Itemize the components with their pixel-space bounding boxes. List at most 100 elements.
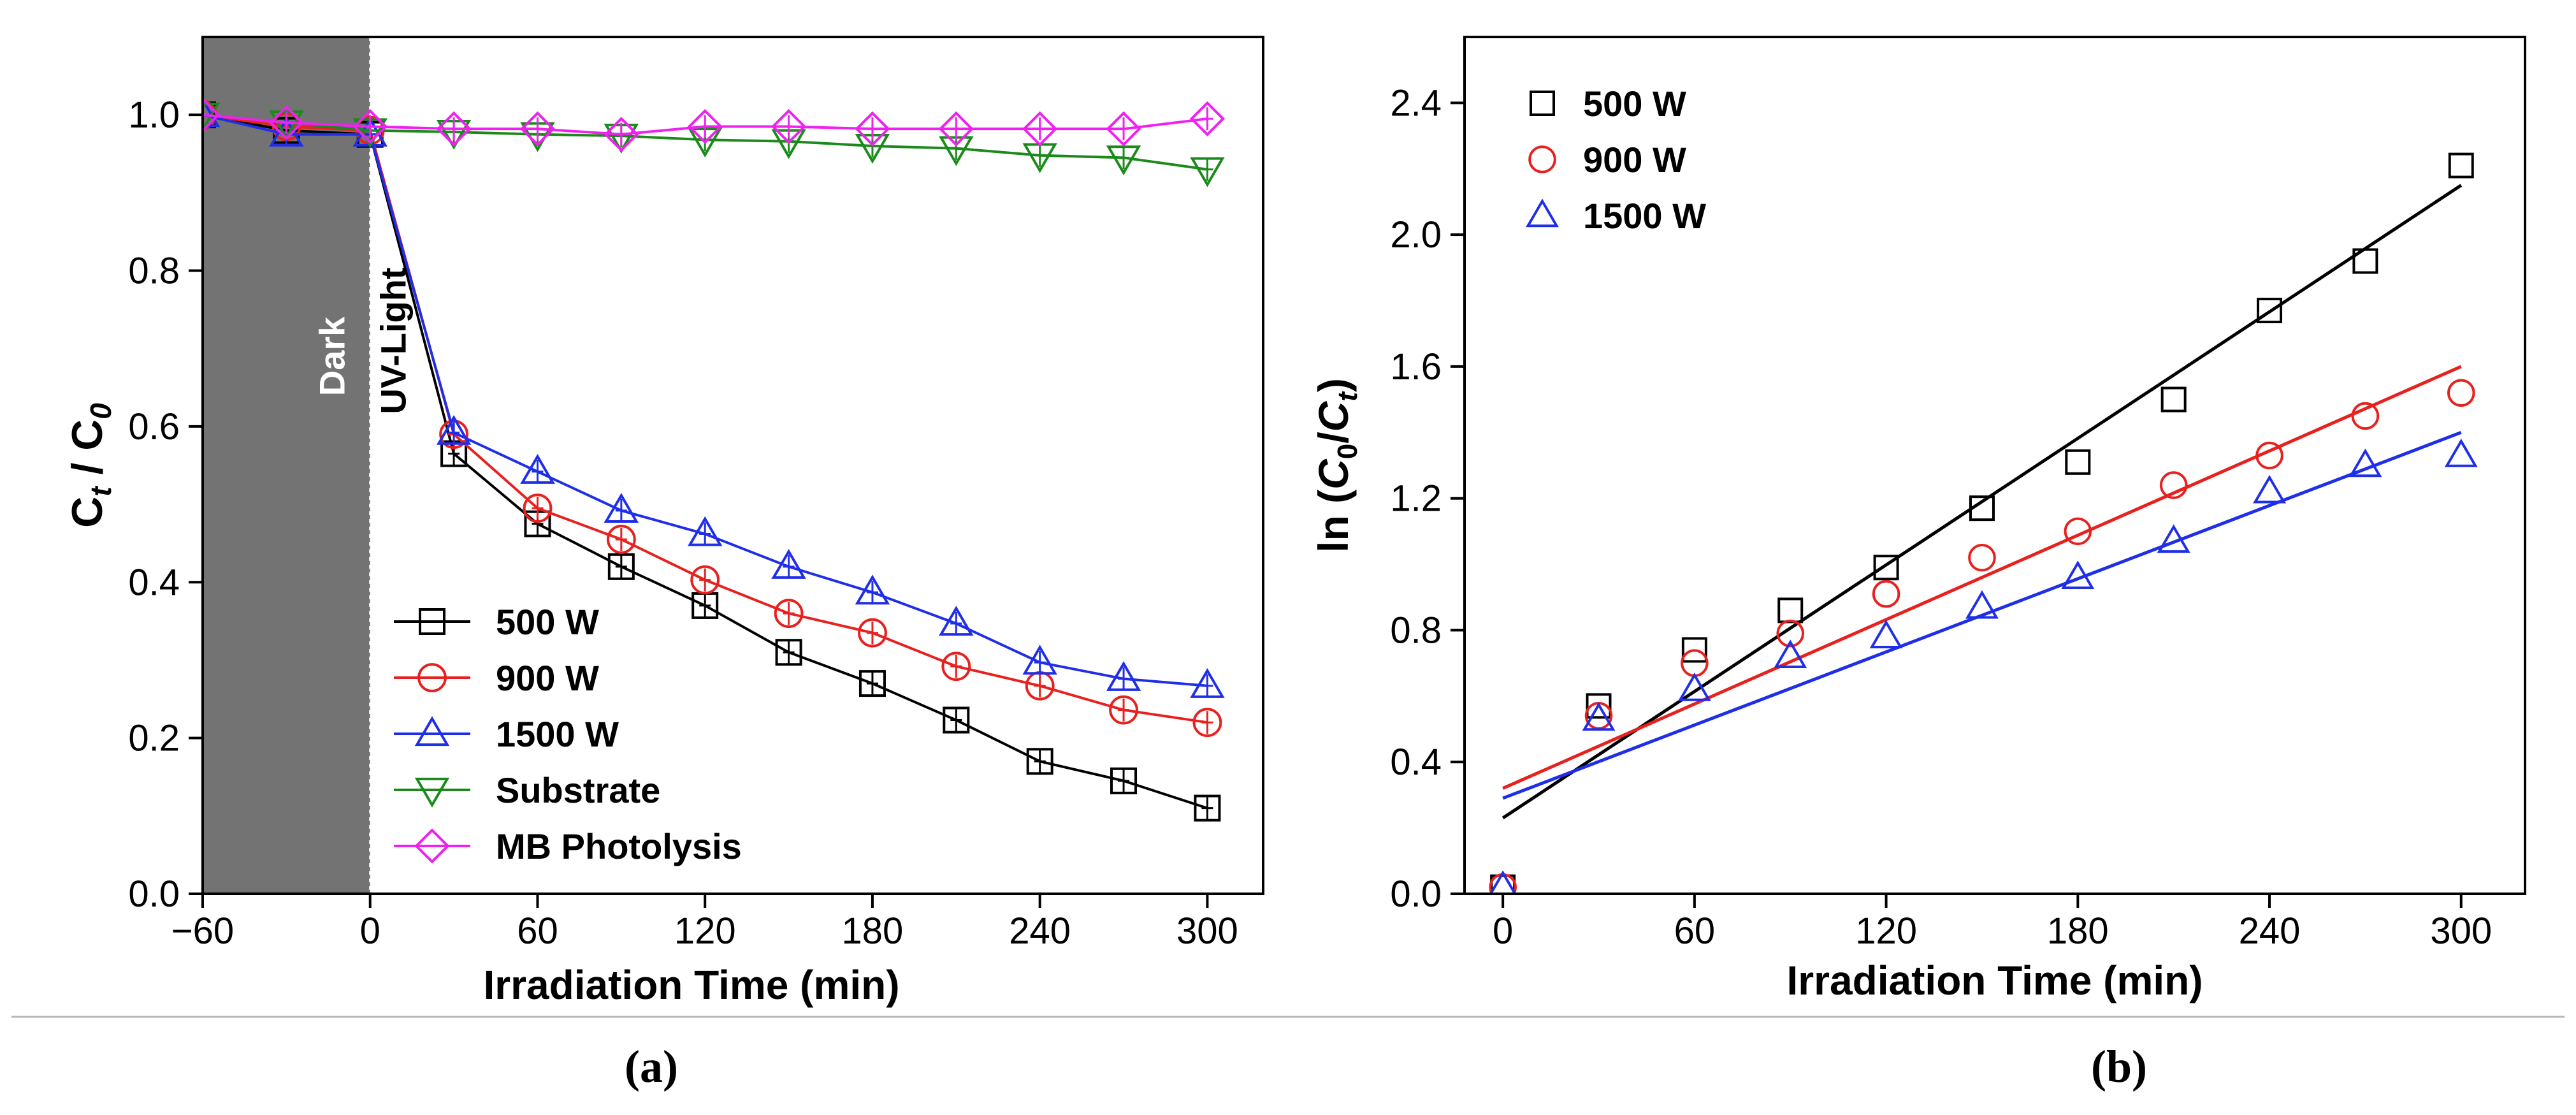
data-point [519,111,556,147]
data-point [1194,794,1221,822]
y-tick-label: 1.2 [1390,478,1442,520]
dark-label: Dark [312,316,352,396]
y-tick-label: 0.2 [128,718,180,759]
panel-b-x-axis-title: Irradiation Time (min) [1786,958,2203,1003]
x-tick-label: −60 [171,910,234,952]
fit-line [1502,365,2462,790]
panel-a-plot-frame [201,36,1264,895]
data-point [1109,695,1138,725]
y-title-ct: C [1310,400,1357,432]
y-tick-label: 0.8 [128,251,180,292]
data-point [604,117,639,152]
data-point [268,105,304,140]
data-point [1677,673,1711,701]
legend-label: 500 W [1583,84,1686,124]
data-point [203,97,221,133]
data-point [352,108,388,145]
panel-a-legend: 500 W 900 W 1500 W Substrate MB Photolysis [394,602,742,866]
legend-label: Substrate [496,770,660,810]
x-tick-label: 300 [2430,910,2492,952]
legend-item: 500 W [394,602,599,642]
y-tick-label: 1.6 [1390,346,1442,388]
y-title-sub-0: 0 [1332,444,1363,459]
legend-item: 500 W [1530,84,1686,124]
data-point [436,111,472,147]
y-tick-label: 2.4 [1390,82,1442,124]
legend-marker [1526,198,1559,228]
data-point [436,414,472,445]
legend-label: 1500 W [496,714,619,754]
data-point [1106,661,1141,691]
y-tick-label: 0.0 [128,873,180,915]
data-point [1190,668,1225,698]
data-point [941,652,971,681]
data-point [604,493,639,523]
data-point [855,574,890,605]
data-point [2157,524,2190,553]
x-tick-label: 240 [1009,910,1071,952]
data-point [1110,767,1138,794]
panel-b-y-axis-title: ln (C0/Ct) [1310,378,1363,553]
legend-marker [417,663,447,692]
legend-item: 900 W [394,658,599,698]
legend-marker [414,828,450,864]
data-point [203,97,221,128]
panel-b-plot-frame [1463,36,2526,895]
data-point [606,525,636,554]
legend-label: MB Photolysis [496,826,742,866]
panel-a-chart: −60 0 60 120 180 240 300 0.0 0.2 0.4 0.6 0.8 1.0 Dar… [63,36,1264,1092]
data-point [1774,639,1807,669]
x-tick-label: 60 [517,910,558,952]
data-point [1489,870,1517,894]
y-title-c0: C [1310,458,1357,490]
data-point [855,111,890,147]
legend-item: Substrate [394,770,660,810]
x-tick-label: 120 [674,910,736,952]
data-point [520,454,555,484]
y-tick-label: 0.0 [1390,873,1442,915]
legend-label: 1500 W [1583,196,1706,236]
legend-marker [1530,91,1555,116]
data-point [1192,708,1222,738]
data-point [1586,693,1612,719]
data-point [2448,152,2474,179]
data-point [1968,543,1996,572]
uv-light-label: UV-Light [373,267,414,414]
data-point [1681,649,1709,677]
data-point [2253,474,2287,504]
y-title-sub-t: t [1332,391,1363,402]
data-point [938,111,974,147]
y-title-sub-0: 0 [84,403,117,419]
data-point [2348,448,2382,477]
data-point [1869,620,1903,648]
data-point [1106,145,1141,176]
fit-line [1502,430,2462,800]
data-point [939,606,974,636]
panel-a-label: (a) [625,1041,678,1092]
y-tick-label: 0.4 [128,562,180,603]
data-point [2160,386,2187,412]
x-tick-label: 0 [360,910,380,952]
data-point [203,103,221,133]
y-tick-label: 0.8 [1390,609,1442,651]
y-title-close: ) [1310,378,1357,392]
data-point [1969,495,1995,521]
legend-marker [1528,145,1556,173]
legend-item: 900 W [1528,140,1686,180]
panel-a-x-axis-title: Irradiation Time (min) [483,962,899,1008]
legend-marker [414,777,450,808]
panel-b-chart: 0 60 120 180 240 300 0.0 0.4 0.8 1.2 1.6 2.0 2.4 500… [1310,36,2526,1092]
data-point [1776,619,1805,648]
data-point [439,419,469,449]
data-point [771,549,806,579]
data-point [1106,111,1141,147]
series-500-w [1490,152,2474,894]
data-point [2444,439,2478,467]
y-title-ln: ln ( [1310,490,1357,553]
y-title-sep: / C [63,419,112,487]
data-point [2061,560,2095,589]
data-point [2064,517,2092,546]
x-tick-label: 300 [1176,910,1238,952]
data-point [2447,379,2475,407]
